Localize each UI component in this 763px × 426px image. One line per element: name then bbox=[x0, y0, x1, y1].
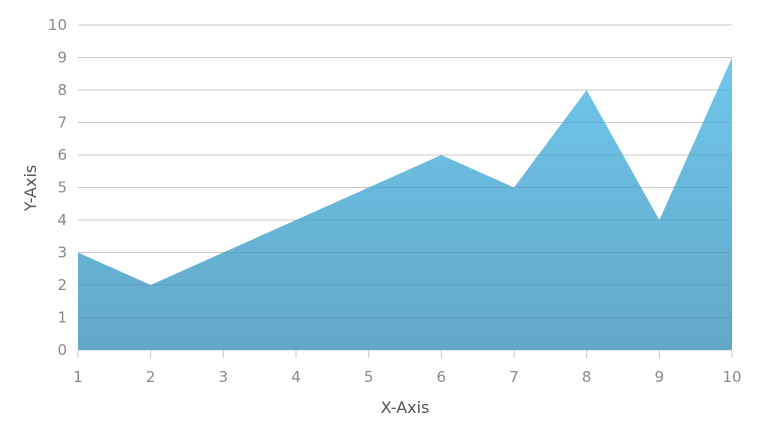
plot-area bbox=[78, 24, 732, 350]
x-tick-label: 9 bbox=[655, 368, 665, 386]
x-tick-label: 4 bbox=[291, 368, 301, 386]
x-axis-ticks: 1 2 3 4 5 6 7 8 9 10 bbox=[73, 350, 742, 386]
y-tick-label: 2 bbox=[57, 276, 67, 294]
x-tick-label: 6 bbox=[437, 368, 447, 386]
y-axis-ticks: 0 1 2 3 4 5 6 7 8 9 10 bbox=[48, 16, 67, 359]
x-tick-label: 2 bbox=[146, 368, 156, 386]
x-tick-label: 8 bbox=[582, 368, 592, 386]
y-tick-label: 9 bbox=[57, 49, 67, 67]
y-tick-label: 4 bbox=[57, 211, 67, 229]
y-tick-label: 10 bbox=[48, 16, 67, 34]
x-tick-label: 7 bbox=[509, 368, 519, 386]
x-tick-label: 1 bbox=[73, 368, 83, 386]
y-tick-label: 0 bbox=[57, 341, 67, 359]
y-axis-title: Y-Axis bbox=[21, 165, 40, 213]
series-area-0 bbox=[78, 57, 732, 350]
y-tick-label: 8 bbox=[57, 81, 67, 99]
y-tick-label: 5 bbox=[57, 179, 67, 197]
x-tick-label: 3 bbox=[219, 368, 229, 386]
x-tick-label: 10 bbox=[722, 368, 741, 386]
x-tick-label: 5 bbox=[364, 368, 374, 386]
y-tick-label: 7 bbox=[57, 114, 67, 132]
x-axis-title: X-Axis bbox=[381, 398, 430, 417]
y-tick-label: 3 bbox=[57, 244, 67, 262]
y-tick-label: 1 bbox=[57, 309, 67, 327]
y-tick-label: 6 bbox=[57, 146, 67, 164]
